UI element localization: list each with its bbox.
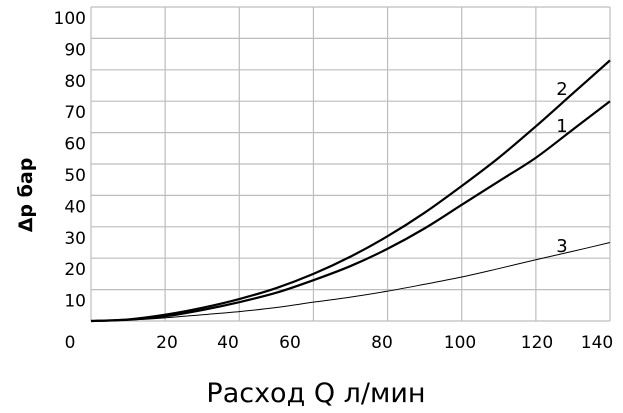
- x-tick-label: 140: [581, 333, 613, 353]
- y-tick-label: 10: [64, 292, 86, 312]
- x-tick-label: 120: [521, 333, 553, 353]
- y-tick-label: 100: [54, 9, 86, 29]
- x-tick-label: 0: [65, 333, 76, 353]
- curve-1: [90, 100, 611, 323]
- x-tick-label: 20: [156, 333, 178, 353]
- curve-3: [90, 242, 611, 322]
- x-tick-label: 100: [444, 333, 476, 353]
- y-axis-label: Δp бар: [15, 158, 37, 233]
- curve-label-3: 3: [556, 236, 567, 257]
- x-tick-label: 80: [371, 333, 393, 353]
- curve-label-1: 1: [556, 116, 567, 137]
- y-tick-label: 60: [64, 135, 86, 155]
- y-tick-label: 80: [64, 72, 86, 92]
- y-tick-label: 50: [64, 166, 86, 186]
- y-tick-label: 40: [64, 197, 86, 217]
- curve-2: [90, 59, 611, 323]
- grid: [90, 6, 611, 322]
- curve-label-2: 2: [556, 79, 567, 100]
- y-tick-label: 20: [64, 260, 86, 280]
- x-axis-label: Расход Q л/мин: [206, 378, 425, 409]
- curves: 1 2 3: [90, 59, 611, 323]
- y-tick-label: 90: [64, 40, 86, 60]
- y-tick-label: 70: [64, 103, 86, 123]
- x-tick-label: 60: [279, 333, 301, 353]
- y-tick-label: 30: [64, 229, 86, 249]
- x-tick-label: 40: [217, 333, 239, 353]
- tick-labels: 0 20 40 60 80 100 120 140 10 20 30 40 50 60 70 80 90 100: [54, 9, 614, 353]
